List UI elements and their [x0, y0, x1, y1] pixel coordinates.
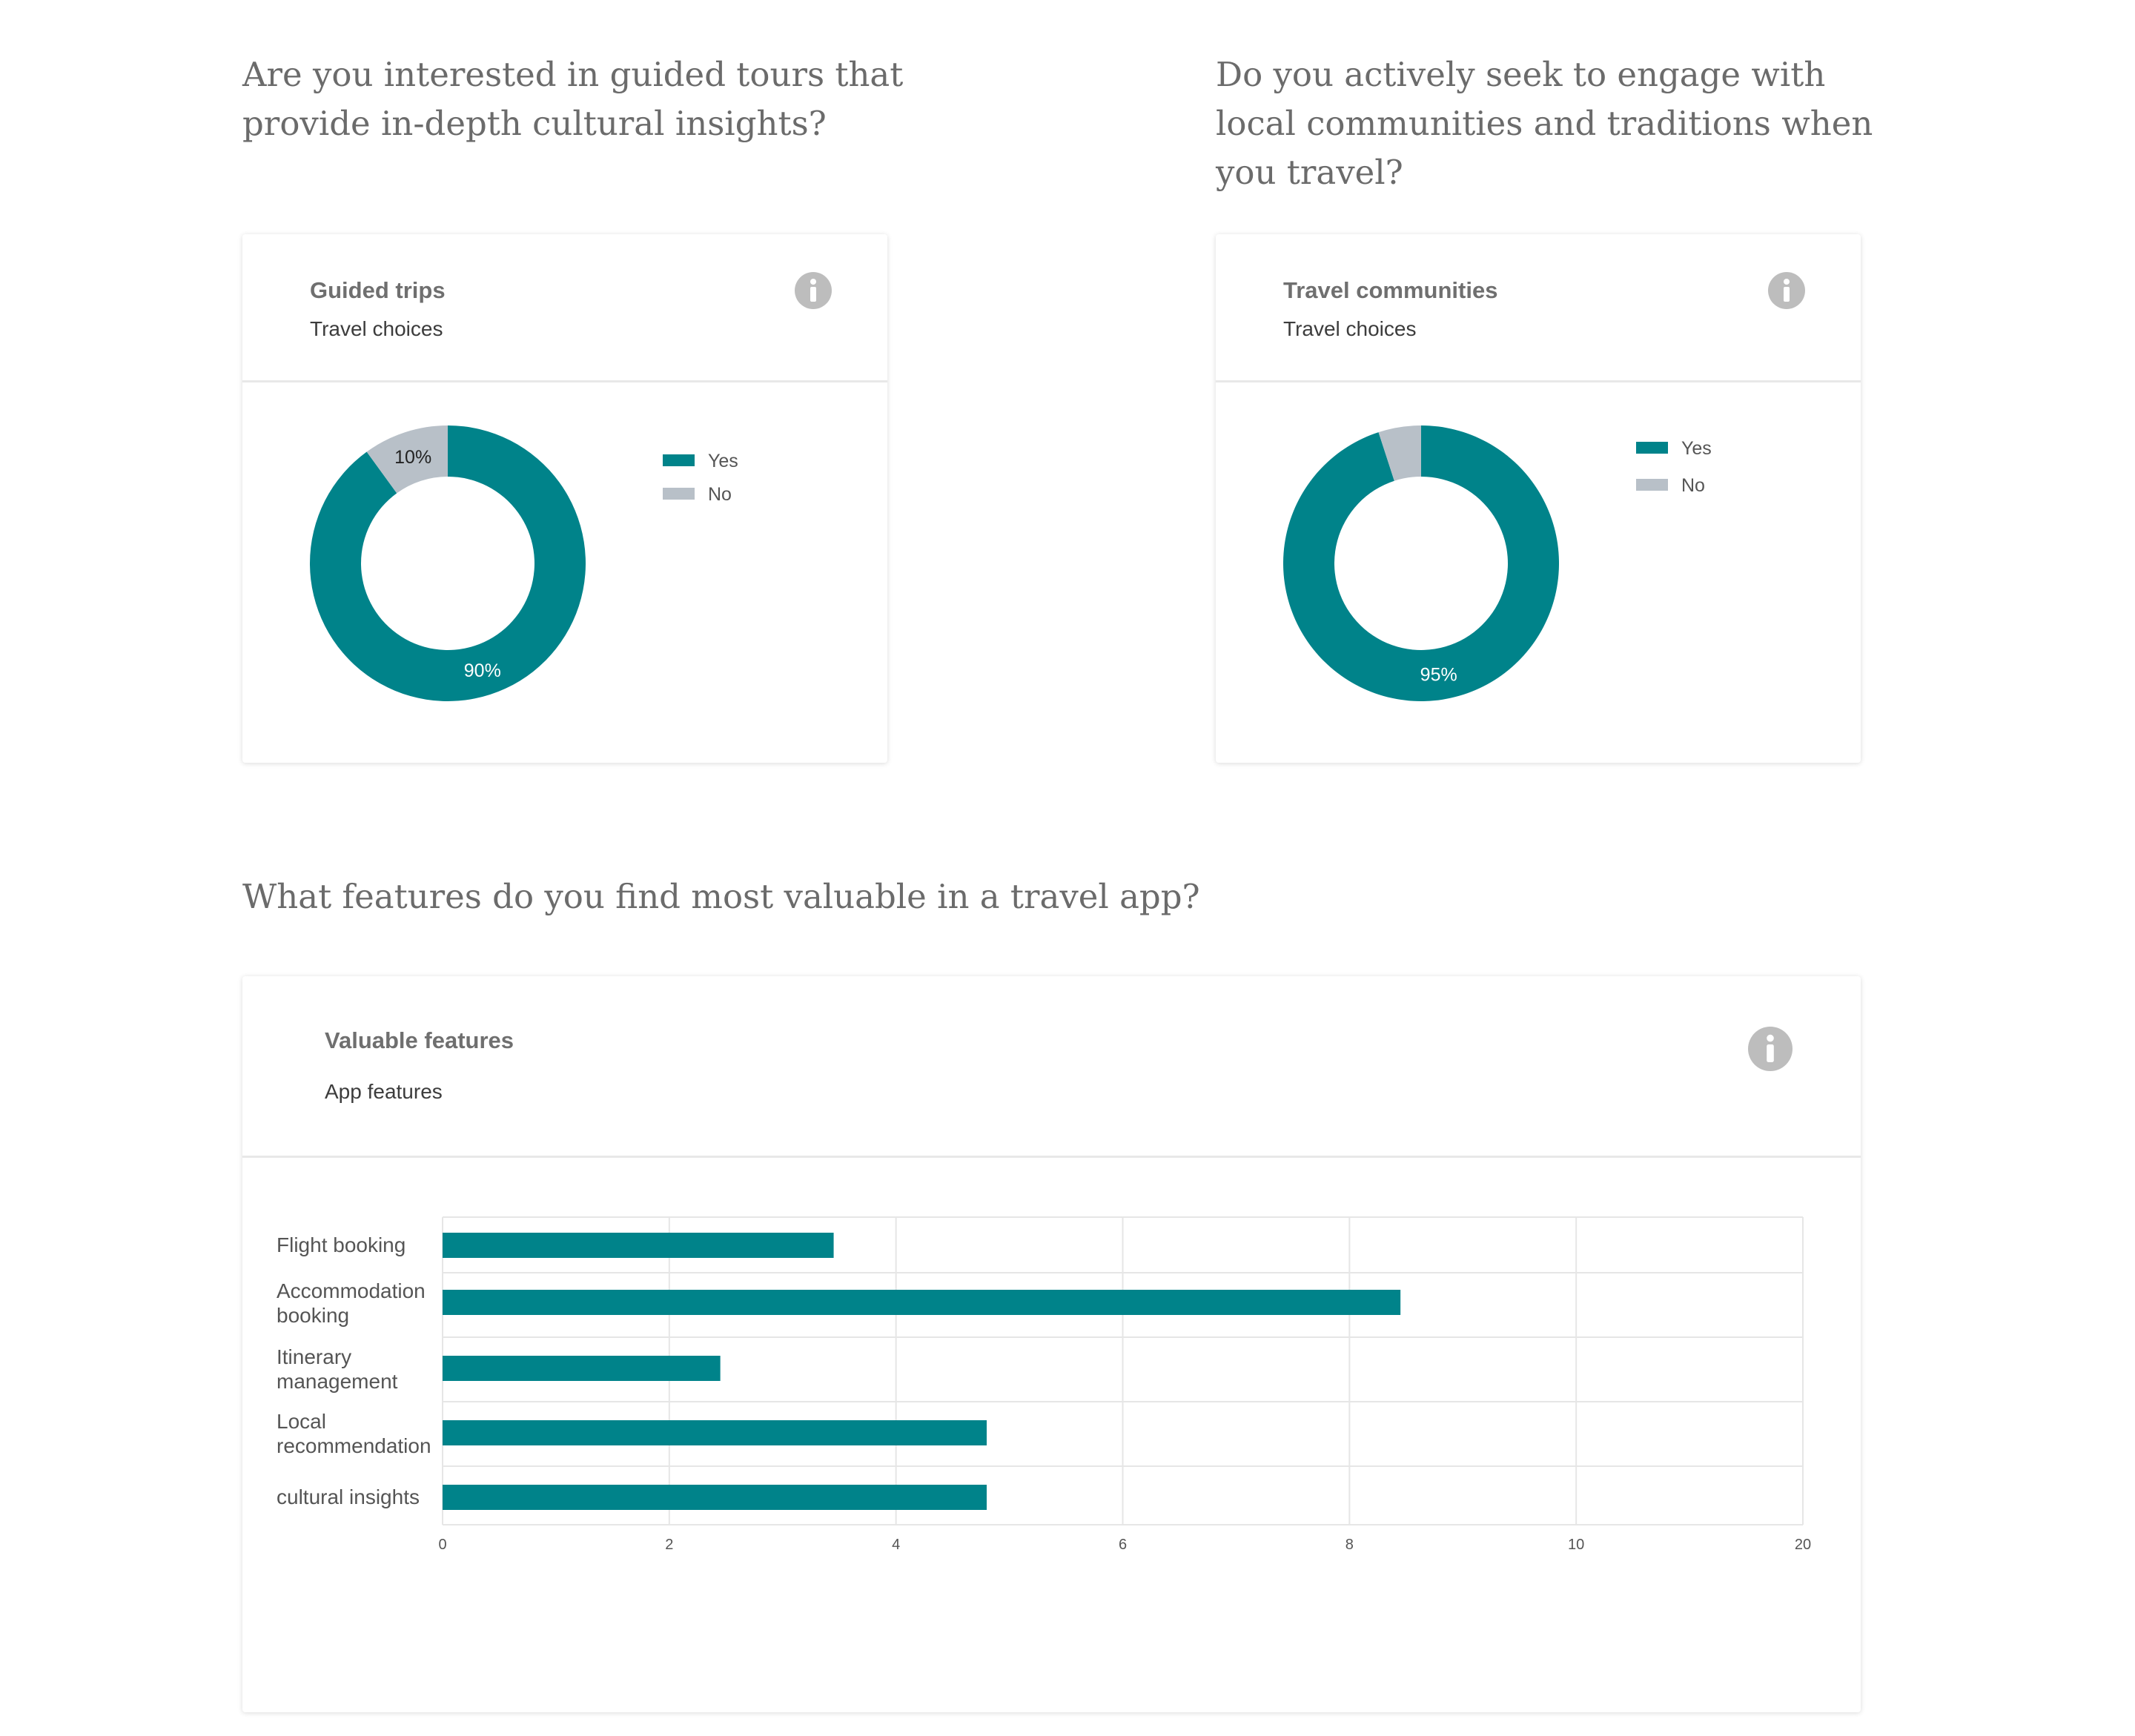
y-category-label: Itinerary: [277, 1345, 351, 1368]
x-tick-label: 20: [1795, 1537, 1811, 1553]
card-header: Travel communities Travel choices: [1216, 234, 1861, 382]
question-app-features: What features do you find most valuable …: [242, 877, 1200, 916]
x-tick-label: 10: [1568, 1537, 1584, 1553]
slice-data-label: 90%: [464, 660, 501, 681]
y-category-label: Local: [277, 1410, 326, 1433]
donut-slice-yes: [1283, 425, 1559, 701]
guided-trips-donut-chart: 90% 10% Yes No: [309, 425, 738, 701]
card-title: Valuable features: [325, 1027, 514, 1053]
legend-swatch-no: [663, 488, 695, 500]
y-category-label: recommendation: [277, 1434, 431, 1457]
legend-label-no: No: [1681, 475, 1705, 496]
x-tick-label: 8: [1345, 1537, 1354, 1553]
question-guided-tours: Are you interested in guided tours that …: [242, 55, 904, 143]
y-category-label: booking: [277, 1304, 349, 1327]
card-title: Guided trips: [310, 277, 446, 303]
card-subtitle: Travel choices: [310, 317, 443, 340]
bar: [443, 1420, 987, 1445]
donut-slice-yes: [309, 425, 586, 701]
card-title: Travel communities: [1283, 277, 1498, 303]
travel-communities-donut-chart: 95% Yes No: [1283, 425, 1712, 701]
donut-slice-no: [366, 425, 448, 494]
legend-swatch-no: [1636, 479, 1668, 491]
legend-swatch-yes: [663, 454, 695, 466]
valuable-features-card: Valuable features App features 0 2 4 6 8 10 20…: [242, 976, 1861, 1712]
legend-label-yes: Yes: [1681, 438, 1712, 459]
y-category-label: Flight booking: [277, 1233, 406, 1256]
x-tick-label: 2: [665, 1537, 673, 1553]
legend-label-no: No: [708, 484, 732, 505]
bar: [443, 1233, 834, 1258]
travel-communities-card: Travel communities Travel choices 95% Yes…: [1216, 234, 1861, 763]
slice-data-label: 10%: [394, 447, 431, 468]
y-category-label: management: [277, 1370, 398, 1393]
bar: [443, 1356, 721, 1381]
question-local-communities: Do you actively seek to engage with loca…: [1216, 55, 1873, 192]
bar: [443, 1485, 987, 1510]
bar: [443, 1290, 1401, 1315]
card-subtitle: App features: [325, 1080, 443, 1103]
card-subtitle: Travel choices: [1283, 317, 1417, 340]
slice-data-label: 95%: [1420, 665, 1457, 686]
y-category-label: cultural insights: [277, 1485, 420, 1508]
legend-swatch-yes: [1636, 442, 1668, 454]
valuable-features-bar-chart: 0 2 4 6 8 10 20 Flight booking Accommodationbook…: [277, 1216, 1811, 1553]
y-category-label: Accommodation: [277, 1279, 426, 1302]
card-header: Valuable features App features: [242, 976, 1861, 1158]
x-tick-label: 0: [438, 1537, 446, 1553]
card-header: Guided trips Travel choices: [242, 234, 887, 382]
info-icon[interactable]: [1748, 1027, 1793, 1071]
donut-slice-no: [1378, 425, 1421, 481]
info-icon[interactable]: [1768, 272, 1805, 309]
x-tick-label: 4: [892, 1537, 900, 1553]
guided-trips-card: Guided trips Travel choices 90% 10% Yes No: [242, 234, 887, 763]
info-icon[interactable]: [795, 272, 832, 309]
x-tick-label: 6: [1119, 1537, 1127, 1553]
legend-label-yes: Yes: [708, 451, 738, 471]
